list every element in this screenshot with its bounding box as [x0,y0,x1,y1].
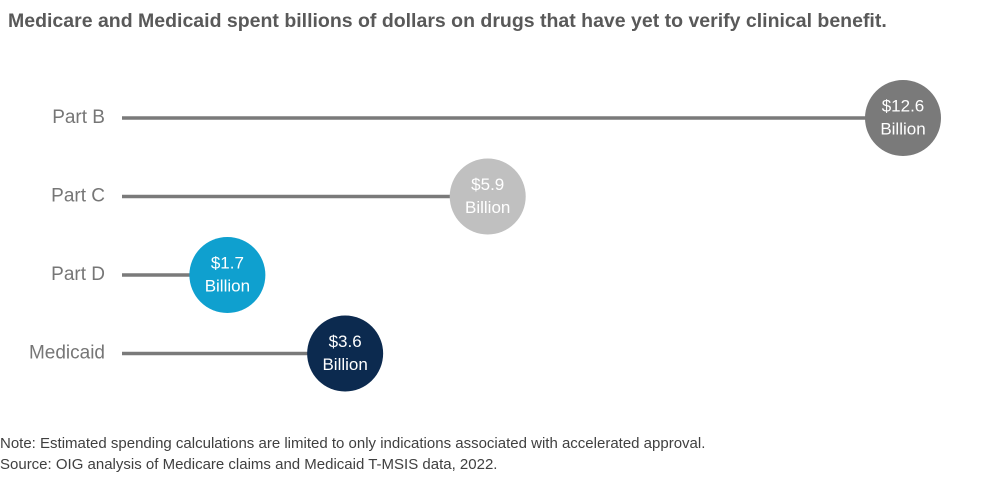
chart-title: Medicare and Medicaid spent billions of … [8,10,887,32]
value-bubble [307,315,384,392]
chart-note: Note: Estimated spending calculations ar… [0,435,706,452]
category-label: Part C [51,186,105,207]
data-label: Billion [322,355,367,374]
data-label: $3.6 [329,332,362,351]
data-label: Billion [205,276,250,295]
lollipop-chart: Part B $12.6 Billion Part C $5.9 Billion Part … [29,80,941,392]
category-label: Part B [52,107,105,128]
data-label: $5.9 [471,175,504,194]
category-label: Medicaid [29,343,105,364]
chart-source: Source: OIG analysis of Medicare claims … [0,456,498,473]
value-bubble [449,158,526,235]
category-label: Part D [51,264,105,285]
data-label: Billion [880,119,925,138]
data-label: Billion [465,198,510,217]
data-label: $1.7 [211,253,244,272]
value-bubble [189,237,266,313]
value-bubble [865,80,941,156]
data-label: $12.6 [882,96,925,115]
